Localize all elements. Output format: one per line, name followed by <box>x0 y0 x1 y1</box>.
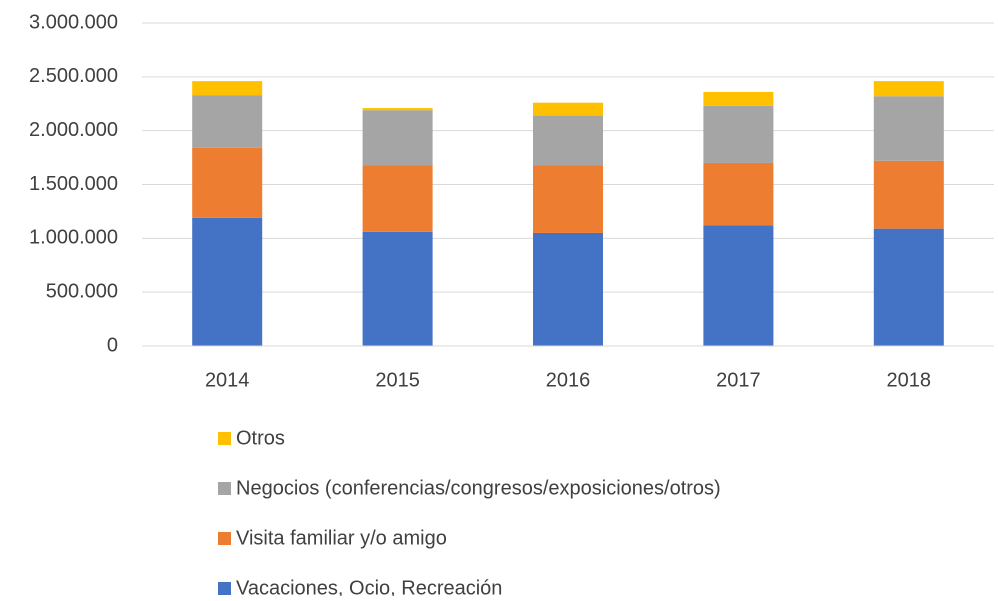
x-tick-label: 2017 <box>716 369 761 391</box>
x-tick-label: 2016 <box>546 369 591 391</box>
bar-segment <box>362 108 433 111</box>
legend-swatch <box>218 482 231 495</box>
y-tick-label: 1.500.000 <box>29 173 118 195</box>
bar-segment <box>533 232 603 346</box>
bar-segment <box>703 162 774 226</box>
legend-swatch <box>218 582 231 595</box>
bar-segment <box>873 96 944 161</box>
bar-segment <box>873 81 944 97</box>
legend-swatch <box>218 532 231 545</box>
bar-segment <box>703 91 774 106</box>
x-tick-label: 2014 <box>205 369 250 391</box>
y-tick-label: 3.000.000 <box>29 11 118 33</box>
bar-segment <box>362 231 433 346</box>
legend-label: Visita familiar y/o amigo <box>236 527 447 549</box>
x-tick-label: 2015 <box>375 369 420 391</box>
y-tick-label: 0 <box>107 334 118 356</box>
bar-segment <box>362 110 433 166</box>
y-tick-label: 500.000 <box>46 280 118 302</box>
x-tick-label: 2018 <box>887 369 932 391</box>
legend-swatch <box>218 432 231 445</box>
y-tick-label: 1.000.000 <box>29 227 118 249</box>
bar-segment <box>362 165 433 232</box>
bar-segment <box>192 81 263 96</box>
bar-segment <box>873 160 944 229</box>
bar-segment <box>533 115 603 166</box>
bar-segment <box>533 165 603 233</box>
bar-segment <box>192 147 263 218</box>
y-tick-label: 2.000.000 <box>29 119 118 141</box>
y-tick-label: 2.500.000 <box>29 65 118 87</box>
bar-segment <box>873 228 944 346</box>
legend-label: Vacaciones, Ocio, Recreación <box>236 577 502 596</box>
bar-segment <box>533 102 603 116</box>
bar-segment <box>703 225 774 346</box>
bar-segment <box>703 105 774 163</box>
bar-segment <box>192 95 263 148</box>
legend-label: Negocios (conferencias/congresos/exposic… <box>236 477 721 499</box>
bar-segment <box>192 217 263 346</box>
legend-label: Otros <box>236 427 285 449</box>
